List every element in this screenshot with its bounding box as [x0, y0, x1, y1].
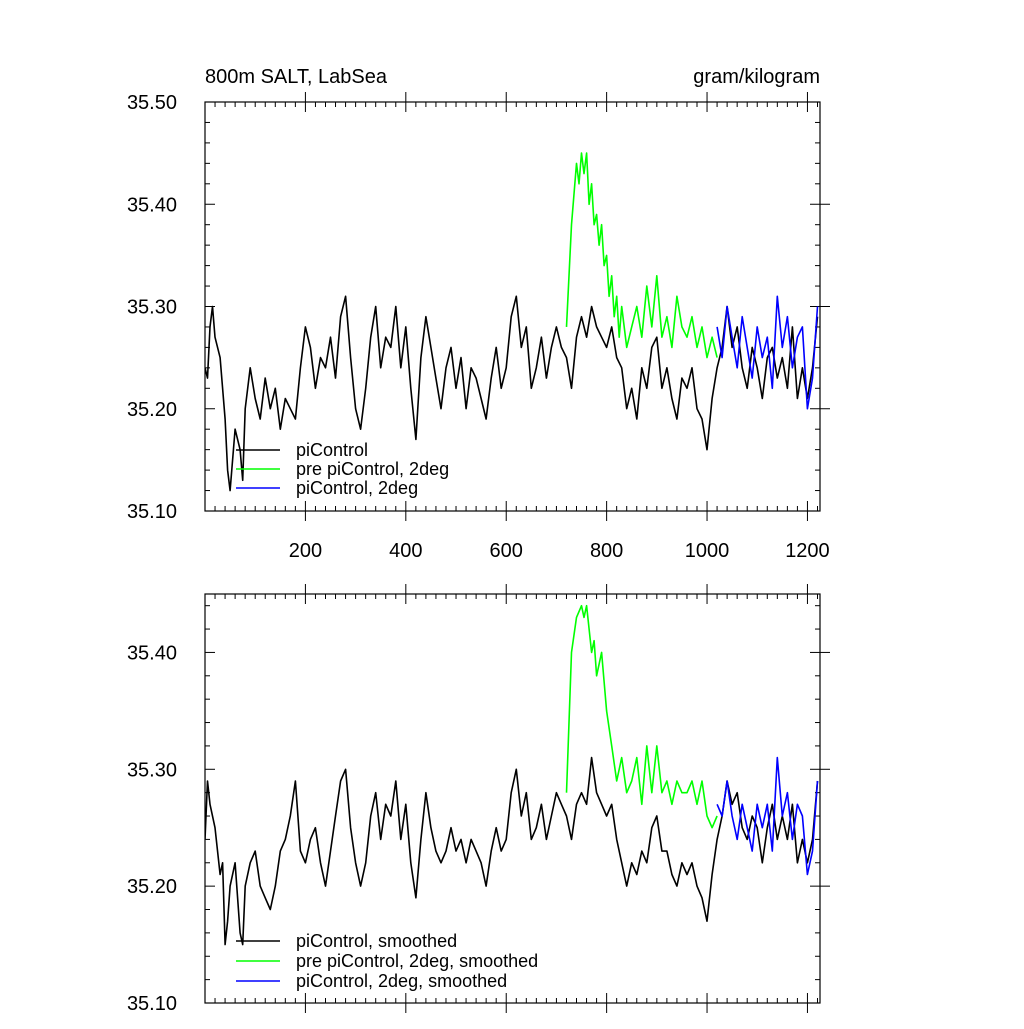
- x-tick-label: 800: [590, 540, 623, 562]
- legend-label: piControl, smoothed: [296, 931, 457, 951]
- series-line-1: [205, 756, 819, 946]
- series-line-1: [205, 295, 819, 492]
- legend-label: piControl, 2deg, smoothed: [296, 971, 507, 991]
- x-tick-label: 1200: [785, 540, 830, 562]
- y-tick-label: 35.10: [127, 501, 177, 523]
- series-line-3: [716, 295, 819, 410]
- y-tick-label: 35.30: [127, 297, 177, 319]
- y-tick-label: 35.30: [127, 759, 177, 781]
- legend-label: piControl: [296, 440, 368, 460]
- x-tick-label: 1000: [685, 540, 730, 562]
- series-line-2: [565, 152, 718, 359]
- legend-label: pre piControl, 2deg, smoothed: [296, 951, 538, 971]
- legend-label: pre piControl, 2deg: [296, 459, 449, 479]
- y-tick-label: 35.50: [127, 92, 177, 114]
- legend-label: piControl, 2deg: [296, 478, 418, 498]
- x-tick-label: 400: [389, 540, 422, 562]
- chart-title: 800m SALT, LabSea: [205, 66, 388, 88]
- chart-panel-1: 200 400 600 800 1000 1200 35.10 35.20 35.30 35.40…: [127, 66, 830, 562]
- y-tick-label: 35.40: [127, 642, 177, 664]
- x-tick-label: 200: [289, 540, 322, 562]
- y-tick-label: 35.10: [127, 993, 177, 1015]
- series-line-2: [565, 604, 718, 829]
- y-tick-label: 35.20: [127, 399, 177, 421]
- series-line-3: [716, 756, 819, 876]
- units-label: gram/kilogram: [693, 66, 820, 88]
- plot-frame: [204, 593, 821, 1004]
- y-tick-label: 35.40: [127, 194, 177, 216]
- x-tick-label: 600: [490, 540, 523, 562]
- y-tick-label: 35.20: [127, 876, 177, 898]
